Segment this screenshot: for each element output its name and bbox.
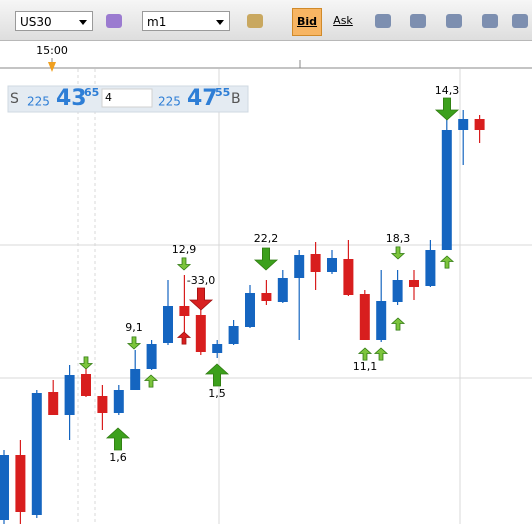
trade-arrow	[143, 374, 159, 388]
buy-small[interactable]: 55	[215, 86, 230, 99]
buy-big[interactable]: 225	[158, 95, 181, 109]
trade-arrow	[439, 255, 455, 269]
candle-body	[441, 130, 452, 250]
trade-annotation: 1,5	[208, 387, 226, 400]
sell-big[interactable]: 225	[27, 95, 50, 109]
trade-arrow	[253, 247, 279, 271]
trade-annotation: 9,1	[125, 321, 143, 334]
candle-body	[31, 393, 42, 515]
amount-input[interactable]	[101, 88, 153, 108]
candle-body	[146, 344, 157, 369]
candle-body	[179, 306, 190, 316]
buy-label[interactable]: B	[231, 91, 241, 107]
candle-body	[458, 119, 469, 130]
candle-body	[327, 258, 337, 272]
trade-arrow	[176, 331, 192, 345]
trade-annotation: -33,0	[187, 274, 215, 287]
toolbar: US30 m1 Bid Ask	[0, 0, 532, 41]
trade-arrow	[78, 356, 94, 370]
icon[interactable]	[482, 14, 498, 28]
candle-body	[409, 280, 419, 287]
candle-body	[277, 278, 288, 302]
sell-label[interactable]: S	[10, 91, 19, 107]
candle-body	[130, 369, 141, 390]
chart: 15:00 1,6 9,1 12,9 -33,0 1,5 22,2 11,1 18,3 14,3…	[0, 44, 532, 524]
trade-annotation: 11,1	[353, 360, 378, 373]
trade-arrow	[434, 97, 460, 121]
candle-body	[212, 344, 223, 353]
candle-body	[474, 119, 485, 130]
sell-main[interactable]: 43	[56, 86, 87, 111]
trade-annotation: 12,9	[172, 243, 197, 256]
symbol-select[interactable]: US30	[15, 11, 93, 31]
candle-body	[343, 259, 354, 295]
icon[interactable]	[512, 14, 528, 28]
icon[interactable]	[247, 14, 263, 28]
trade-arrow	[176, 257, 192, 271]
trade-annotation: 14,3	[435, 84, 460, 97]
trade-arrow	[357, 347, 373, 361]
candle-body	[245, 293, 255, 327]
ask-button[interactable]: Ask	[333, 14, 353, 27]
trade-arrow	[105, 427, 131, 451]
candle-body	[228, 326, 239, 344]
candle-body	[294, 255, 305, 278]
bid-button[interactable]: Bid	[292, 8, 322, 36]
trade-annotation: 22,2	[254, 232, 279, 245]
trade-arrow	[126, 336, 142, 350]
candle-body	[113, 390, 124, 413]
icon[interactable]	[106, 14, 122, 28]
candle-body	[97, 396, 108, 413]
time-marker	[48, 62, 56, 72]
candle-body	[359, 294, 370, 340]
candle-body	[48, 392, 59, 415]
trade-arrow	[373, 347, 389, 361]
buy-main[interactable]: 47	[187, 86, 218, 111]
trade-annotation: 18,3	[386, 232, 411, 245]
trade-annotation: 1,6	[109, 451, 127, 464]
candle-body	[15, 455, 26, 512]
candle-body	[376, 301, 387, 340]
candle-body	[0, 455, 9, 520]
sell-small[interactable]: 65	[84, 86, 99, 99]
trade-arrow	[390, 317, 406, 331]
candle-body	[195, 315, 206, 352]
candle-body	[392, 280, 403, 302]
icon[interactable]	[446, 14, 462, 28]
trade-arrow	[390, 246, 406, 260]
candle-body	[163, 306, 173, 343]
candle-body	[425, 250, 436, 286]
candle-body	[64, 375, 75, 415]
candle-body	[81, 374, 91, 396]
trade-arrow	[188, 287, 214, 311]
candle-body	[261, 293, 272, 301]
candle-body	[310, 254, 321, 272]
icon[interactable]	[375, 14, 391, 28]
icon[interactable]	[410, 14, 426, 28]
amount[interactable]: 4	[105, 91, 112, 104]
timeframe-select[interactable]: m1	[142, 11, 230, 31]
time-label: 15:00	[36, 44, 68, 57]
trade-arrow	[204, 363, 230, 387]
